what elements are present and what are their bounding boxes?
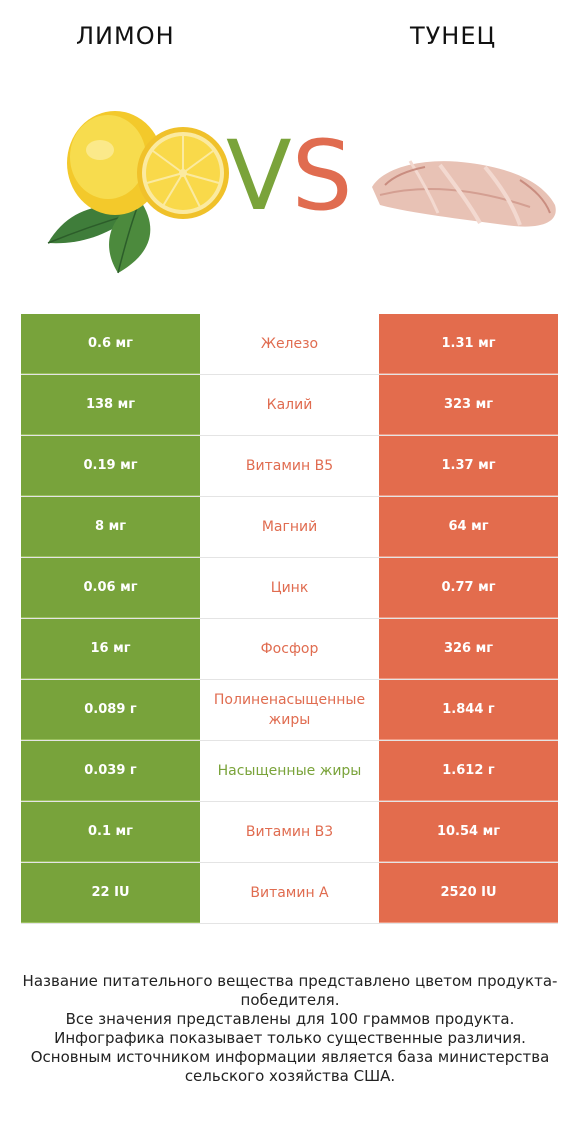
nutrient-name: Фосфор [200, 619, 379, 679]
right-product-title: ТУНЕЦ [410, 22, 497, 50]
vs-label: VS [226, 128, 353, 224]
left-product-title: ЛИМОН [76, 22, 175, 50]
footer-line: Инфографика показывает только существенн… [54, 1029, 526, 1047]
nutrient-name: Железо [200, 314, 379, 374]
table-row: 0.089 г Полиненасыщенные жиры 1.844 г [21, 680, 558, 741]
footer-line: Все значения представлены для 100 граммо… [65, 1010, 515, 1028]
table-row: 0.06 мг Цинк 0.77 мг [21, 558, 558, 619]
footer-line: Название питательного вещества представл… [22, 972, 558, 1009]
table-row: 138 мг Калий 323 мг [21, 375, 558, 436]
nutrient-name: Цинк [200, 558, 379, 618]
nutrient-name: Витамин A [200, 863, 379, 923]
right-value: 323 мг [379, 375, 558, 435]
nutrient-name: Витамин B5 [200, 436, 379, 496]
left-value: 8 мг [21, 497, 200, 557]
left-value: 0.089 г [21, 680, 200, 740]
table-row: 0.039 г Насыщенные жиры 1.612 г [21, 741, 558, 802]
footer-notes: Название питательного вещества представл… [20, 972, 560, 1086]
footer-line: Основным источником информации является … [30, 1048, 550, 1085]
table-row: 16 мг Фосфор 326 мг [21, 619, 558, 680]
left-value: 0.6 мг [21, 314, 200, 374]
table-row: 0.19 мг Витамин B5 1.37 мг [21, 436, 558, 497]
nutrient-name: Полиненасыщенные жиры [200, 680, 379, 740]
left-value: 138 мг [21, 375, 200, 435]
nutrient-name: Калий [200, 375, 379, 435]
right-value: 64 мг [379, 497, 558, 557]
vs-letter-v: V [226, 120, 292, 232]
right-value: 1.844 г [379, 680, 558, 740]
right-value: 1.37 мг [379, 436, 558, 496]
tuna-icon [372, 160, 556, 227]
table-row: 8 мг Магний 64 мг [21, 497, 558, 558]
nutrient-name: Магний [200, 497, 379, 557]
table-row: 22 IU Витамин A 2520 IU [21, 863, 558, 924]
table-row: 0.6 мг Железо 1.31 мг [21, 314, 558, 375]
left-value: 0.19 мг [21, 436, 200, 496]
hero-illustration [47, 111, 556, 274]
nutrient-name: Насыщенные жиры [200, 741, 379, 801]
right-value: 326 мг [379, 619, 558, 679]
right-value: 0.77 мг [379, 558, 558, 618]
vs-letter-s: S [291, 120, 353, 232]
lemon-icon [67, 111, 229, 219]
right-value: 10.54 мг [379, 802, 558, 862]
right-value: 1.31 мг [379, 314, 558, 374]
right-value: 2520 IU [379, 863, 558, 923]
right-value: 1.612 г [379, 741, 558, 801]
table-row: 0.1 мг Витамин B3 10.54 мг [21, 802, 558, 863]
left-value: 0.06 мг [21, 558, 200, 618]
left-value: 0.1 мг [21, 802, 200, 862]
left-value: 0.039 г [21, 741, 200, 801]
left-value: 16 мг [21, 619, 200, 679]
nutrient-comparison-table: 0.6 мг Железо 1.31 мг 138 мг Калий 323 м… [21, 314, 558, 924]
nutrient-name: Витамин B3 [200, 802, 379, 862]
left-value: 22 IU [21, 863, 200, 923]
